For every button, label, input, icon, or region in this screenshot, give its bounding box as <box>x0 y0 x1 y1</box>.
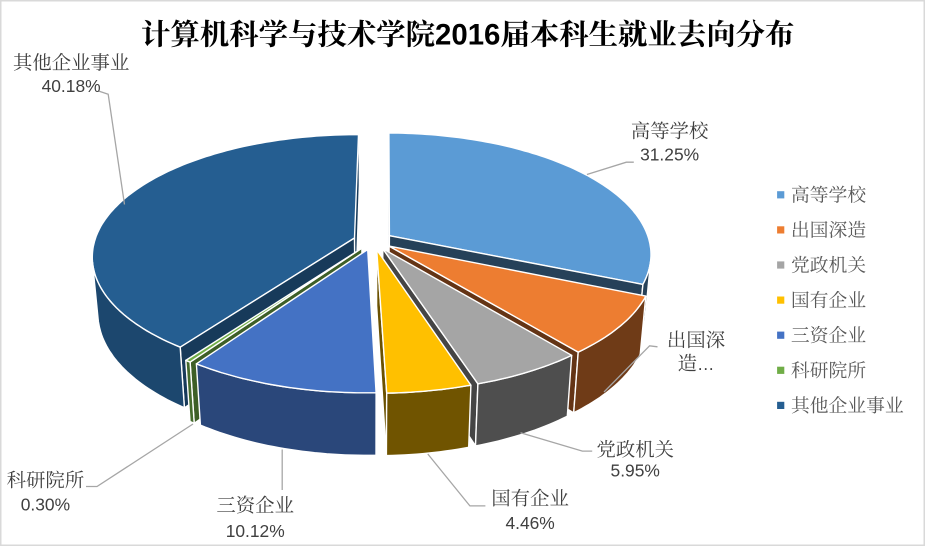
svg-text:31.25%: 31.25% <box>640 145 699 165</box>
svg-text:40.18%: 40.18% <box>42 76 101 96</box>
svg-text:2016: 2016 <box>435 19 500 52</box>
svg-text:4.46%: 4.46% <box>505 513 554 533</box>
svg-text:…: … <box>697 354 714 374</box>
svg-text:10.12%: 10.12% <box>226 521 285 541</box>
svg-text:5.95%: 5.95% <box>611 460 660 480</box>
svg-text:0.30%: 0.30% <box>21 494 70 514</box>
